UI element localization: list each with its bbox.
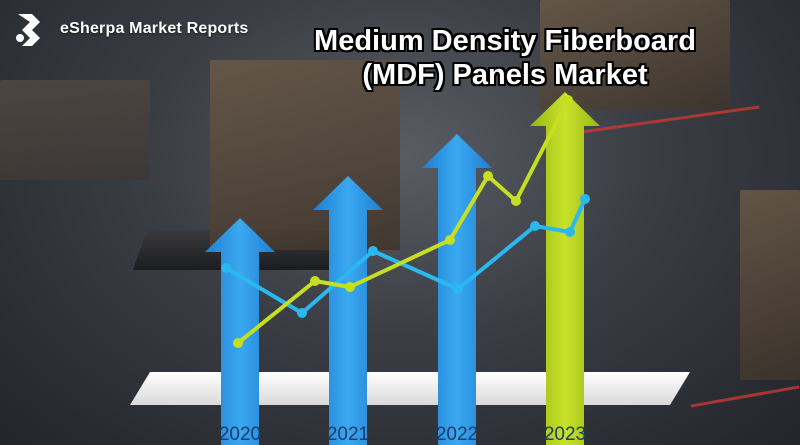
arrow-bar-2021 (313, 176, 383, 445)
trend-line-green-point (233, 338, 243, 348)
trend-line-blue-point (530, 221, 540, 231)
year-label-2020: 2020 (219, 424, 261, 445)
trend-line-green-point (483, 171, 493, 181)
arrow-bar-2020 (205, 218, 275, 445)
arrow-shape-2020 (205, 218, 275, 445)
year-label-2021: 2021 (327, 424, 369, 445)
arrow-shape-2021 (313, 176, 383, 445)
chart-platform (130, 372, 690, 405)
trend-line-green-point (511, 196, 521, 206)
trend-line-blue-point (565, 227, 575, 237)
title-line-1: Medium Density Fiberboard (314, 25, 696, 57)
cardboard-box-back (210, 60, 400, 250)
arrow-bar-2023 (530, 92, 600, 445)
trend-line-green-point (310, 276, 320, 286)
arrow-shape-2023 (530, 92, 600, 445)
trend-line-green-point (563, 95, 573, 105)
esherpa-logo-icon (16, 14, 40, 46)
trend-line-blue-point (453, 284, 463, 294)
trend-line-blue-point (297, 308, 307, 318)
cardboard-box-far-right (740, 190, 800, 380)
cardboard-box-left (0, 80, 150, 180)
trend-line-blue-point (368, 246, 378, 256)
brand-logo[interactable]: eSherpa Market Reports (10, 8, 248, 50)
trend-line-blue-point (580, 194, 590, 204)
year-label-2022: 2022 (436, 424, 478, 445)
trend-line-blue-point (221, 263, 231, 273)
brand-name: eSherpa Market Reports (60, 20, 249, 37)
year-label-2023: 2023 (544, 424, 586, 445)
trend-line-green-point (445, 235, 455, 245)
title-line-2: (MDF) Panels Market (362, 59, 648, 91)
trend-line-blue (224, 198, 587, 315)
page-title: Medium Density Fiberboard (MDF) Panels M… (290, 24, 720, 92)
cardboard-box-right (540, 0, 730, 110)
trend-line-green-point (345, 282, 355, 292)
